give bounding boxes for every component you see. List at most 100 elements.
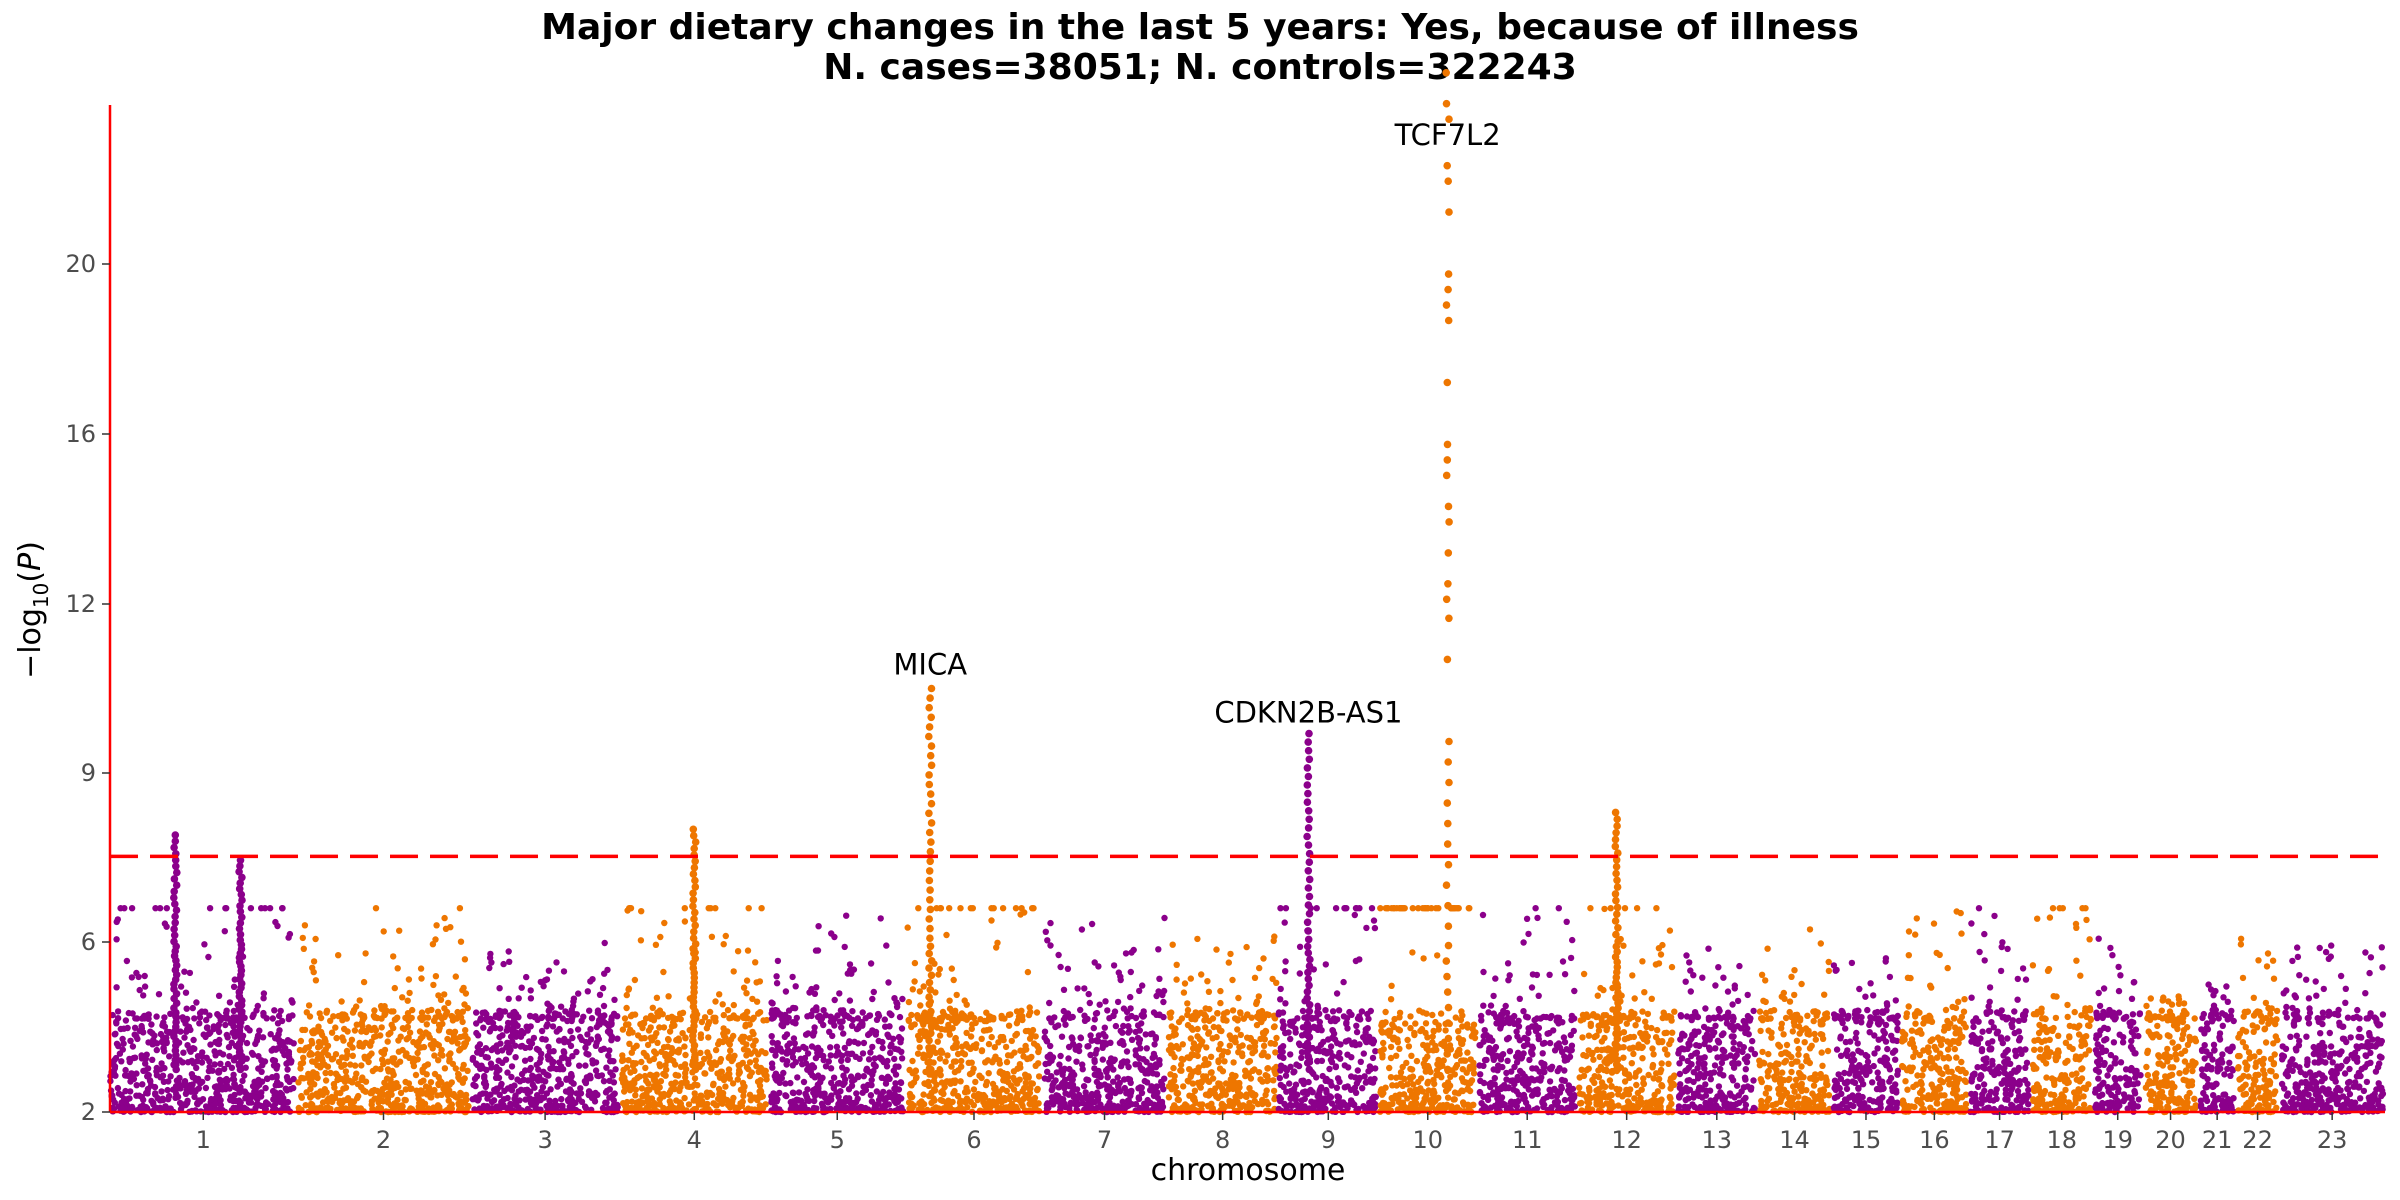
snp-point <box>802 1045 809 1052</box>
snp-point <box>1251 974 1259 981</box>
snp-point <box>908 1011 915 1019</box>
snp-point <box>1290 1069 1297 1076</box>
snp-point <box>560 1048 567 1055</box>
snp-point <box>1085 990 1092 998</box>
snp-point <box>1081 985 1088 992</box>
snp-point <box>435 992 442 999</box>
snp-point <box>1019 1102 1026 1110</box>
snp-point <box>1032 1033 1039 1040</box>
snp-point <box>1235 994 1242 1002</box>
snp-point <box>556 1025 563 1033</box>
snp-point <box>717 1068 724 1076</box>
snp-point <box>898 1055 906 1062</box>
snp-point <box>174 1093 182 1101</box>
snp-point <box>650 1014 657 1021</box>
snp-point <box>1165 1094 1173 1101</box>
snp-point <box>600 1002 608 1010</box>
snp-point <box>772 1093 780 1100</box>
snp-point <box>322 1038 329 1045</box>
snp-point <box>638 1058 645 1066</box>
snp-point <box>1198 971 1205 978</box>
snp-point <box>305 1002 313 1009</box>
snp-point <box>1104 1007 1111 1014</box>
snp-point <box>1113 1104 1120 1111</box>
snp-point <box>1014 1090 1021 1098</box>
snp-point <box>214 1087 221 1095</box>
snp-point <box>144 1065 152 1072</box>
snp-point <box>1440 1057 1447 1064</box>
snp-point <box>586 1007 593 1014</box>
snp-point <box>139 1081 146 1088</box>
snp-point <box>1229 1071 1236 1079</box>
snp-point <box>1503 1076 1510 1083</box>
snp-point <box>859 1105 866 1112</box>
snp-point <box>343 1073 350 1081</box>
snp-point <box>1244 1011 1251 1018</box>
snp-point <box>1102 1067 1110 1074</box>
snp-point <box>362 1078 370 1085</box>
snp-point <box>310 1027 318 1034</box>
snp-point <box>1406 1104 1414 1111</box>
snp-point <box>1060 1007 1068 1015</box>
snp-point <box>1022 1027 1030 1035</box>
snp-point <box>1396 1009 1404 1016</box>
snp-point <box>580 1013 587 1020</box>
snp-point <box>1168 1081 1176 1088</box>
snp-point <box>795 1089 803 1096</box>
snp-point <box>1122 950 1130 957</box>
snp-point <box>1357 1058 1365 1066</box>
snp-point <box>1387 1074 1395 1081</box>
snp-point <box>1160 998 1167 1006</box>
snp-point <box>814 1044 822 1052</box>
snp-point <box>1207 1069 1215 1076</box>
snp-point <box>549 1059 556 1067</box>
snp-point <box>1365 1015 1372 1023</box>
snp-point <box>936 1055 944 1062</box>
snp-point <box>441 914 448 922</box>
snp-point <box>1190 1051 1197 1059</box>
snp-point <box>1419 905 1427 912</box>
snp-point <box>567 1028 574 1035</box>
snp-point <box>681 1043 688 1050</box>
snp-point <box>479 1009 486 1016</box>
snp-point <box>1322 961 1330 968</box>
snp-point <box>681 905 688 912</box>
snp-point <box>385 1068 392 1075</box>
snp-point <box>230 1057 238 1064</box>
snp-point <box>826 1028 833 1036</box>
snp-point <box>782 988 790 995</box>
snp-point <box>1087 1051 1094 1059</box>
snp-point <box>222 1021 229 1029</box>
snp-point <box>245 1094 253 1102</box>
snp-point <box>1386 1064 1393 1072</box>
snp-point <box>1292 1029 1299 1036</box>
snp-point <box>260 1009 267 1017</box>
snp-point <box>203 1016 210 1024</box>
snp-point <box>1267 1039 1275 1047</box>
snp-point <box>706 1059 713 1066</box>
snp-point <box>725 1070 732 1078</box>
snp-point <box>573 1011 580 1018</box>
snp-point <box>122 1017 130 1024</box>
snp-point <box>867 1092 875 1099</box>
snp-point <box>757 1087 764 1095</box>
snp-point <box>390 1008 397 1015</box>
snp-point <box>800 1101 807 1109</box>
snp-point <box>753 998 761 1005</box>
snp-point <box>260 995 267 1002</box>
snp-point <box>488 1025 495 1032</box>
snp-point <box>347 1061 354 1068</box>
snp-point <box>860 1083 867 1090</box>
snp-point <box>1271 1023 1278 1030</box>
snp-point <box>417 965 425 972</box>
snp-point <box>967 1033 975 1040</box>
snp-point <box>1377 1087 1385 1094</box>
snp-point <box>1004 1070 1011 1078</box>
snp-point <box>1217 987 1224 995</box>
snp-point <box>431 1052 438 1059</box>
snp-point <box>1180 1056 1187 1063</box>
snp-point <box>418 1009 426 1016</box>
snp-point <box>734 948 742 955</box>
snp-point <box>476 1041 484 1048</box>
snp-point <box>1002 1077 1009 1084</box>
